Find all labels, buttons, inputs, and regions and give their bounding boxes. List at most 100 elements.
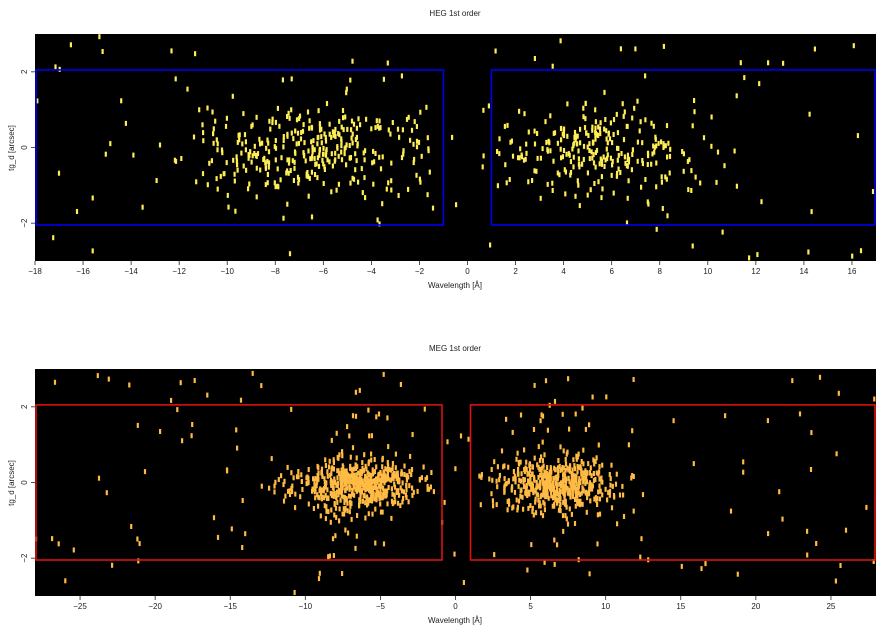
meg-event-1172 (191, 422, 194, 427)
heg-event-109 (323, 164, 326, 170)
meg-event-653 (553, 490, 556, 496)
meg-event-885 (507, 478, 510, 484)
heg-event-389 (612, 190, 615, 196)
meg-event-1210 (364, 515, 367, 521)
meg-event-994 (386, 415, 389, 421)
heg-event-266 (201, 171, 205, 177)
heg-event-497 (548, 140, 551, 146)
meg-event-1174 (567, 376, 570, 382)
meg-event-338 (361, 498, 364, 504)
meg-event-388 (317, 476, 320, 482)
meg-event-307 (316, 473, 319, 478)
meg-event-992 (374, 540, 377, 546)
meg-event-1042 (325, 508, 328, 514)
meg-event-1006 (330, 437, 333, 443)
heg-event-411 (593, 181, 596, 186)
heg-event-495 (665, 123, 669, 129)
meg-event-1226 (591, 394, 594, 400)
meg-event-201 (364, 500, 367, 506)
meg-event-242 (390, 515, 393, 521)
heg-event-458 (646, 162, 649, 167)
heg-event-683 (539, 195, 542, 201)
heg-event-182 (236, 139, 239, 145)
meg-event-1219 (386, 471, 389, 476)
meg-x-tick-label: −5 (376, 602, 386, 611)
meg-x-ticks: −25 −20 −15 −10 −5 0 5 10 15 20 25 (73, 596, 836, 611)
meg-event-612 (582, 461, 585, 467)
heg-event-405 (592, 160, 596, 166)
heg-event-396 (600, 161, 603, 167)
heg-event-332 (552, 130, 555, 136)
meg-event-1140 (270, 456, 273, 462)
meg-event-1084 (537, 497, 540, 503)
meg-event-1123 (111, 562, 114, 568)
heg-event-604 (644, 73, 647, 79)
meg-event-651 (507, 498, 511, 504)
meg-region-1 (469, 404, 876, 561)
meg-event-451 (370, 497, 373, 503)
meg-event-10 (284, 493, 287, 499)
meg-event-1059 (531, 483, 534, 489)
heg-event-489 (539, 155, 542, 161)
meg-event-461 (381, 495, 384, 501)
heg-event-212 (281, 77, 284, 83)
meg-event-680 (580, 467, 583, 473)
heg-event-552 (612, 117, 616, 123)
heg-event-455 (518, 108, 521, 114)
heg-event-543 (611, 158, 614, 164)
heg-event-46 (382, 76, 385, 82)
meg-event-1091 (566, 521, 570, 527)
meg-event-688 (488, 476, 491, 482)
meg-event-974 (517, 498, 521, 504)
meg-event-775 (547, 472, 550, 478)
meg-event-588 (550, 482, 553, 488)
meg-event-1107 (724, 413, 727, 419)
heg-event-330 (598, 161, 601, 167)
heg-event-134 (259, 167, 262, 173)
meg-event-16 (343, 481, 346, 487)
heg-event-470 (564, 191, 567, 197)
meg-event-435 (283, 478, 286, 484)
meg-event-1055 (562, 448, 565, 454)
meg-event-629 (522, 477, 525, 482)
meg-event-1145 (136, 536, 139, 542)
meg-x-tick-label: 25 (826, 602, 835, 611)
heg-x-tick-label: 14 (799, 267, 808, 276)
meg-event-934 (547, 478, 550, 484)
heg-event-466 (509, 139, 512, 145)
meg-event-691 (519, 493, 522, 499)
meg-event-639 (516, 507, 519, 513)
meg-event-58 (401, 480, 404, 486)
heg-event-270 (333, 129, 336, 135)
meg-event-1136 (241, 545, 244, 550)
heg-event-7 (372, 181, 375, 187)
meg-event-1076 (532, 427, 536, 432)
heg-event-507 (622, 137, 626, 143)
meg-event-436 (340, 493, 343, 498)
meg-event-993 (368, 433, 371, 439)
meg-event-410 (396, 500, 400, 506)
heg-event-626 (634, 46, 637, 52)
meg-event-1086 (540, 412, 543, 418)
meg-event-424 (373, 469, 376, 474)
heg-event-309 (345, 90, 348, 96)
heg-event-388 (604, 157, 607, 163)
meg-event-1053 (516, 450, 519, 456)
meg-event-656 (515, 497, 518, 503)
meg-event-1075 (553, 537, 556, 543)
heg-event-168 (243, 132, 247, 138)
meg-event-489 (329, 490, 332, 496)
heg-event-283 (378, 118, 381, 124)
heg-event-578 (517, 155, 520, 161)
meg-event-976 (569, 494, 572, 500)
heg-event-297 (289, 168, 292, 173)
meg-event-412 (379, 471, 382, 477)
meg-event-805 (557, 473, 560, 479)
heg-event-340 (609, 155, 612, 161)
meg-event-1199 (53, 379, 57, 385)
heg-event-276 (202, 130, 205, 136)
heg-event-615 (287, 160, 291, 166)
meg-x-tick-label: 5 (528, 602, 533, 611)
heg-event-144 (342, 115, 345, 121)
meg-event-1082 (544, 470, 547, 476)
